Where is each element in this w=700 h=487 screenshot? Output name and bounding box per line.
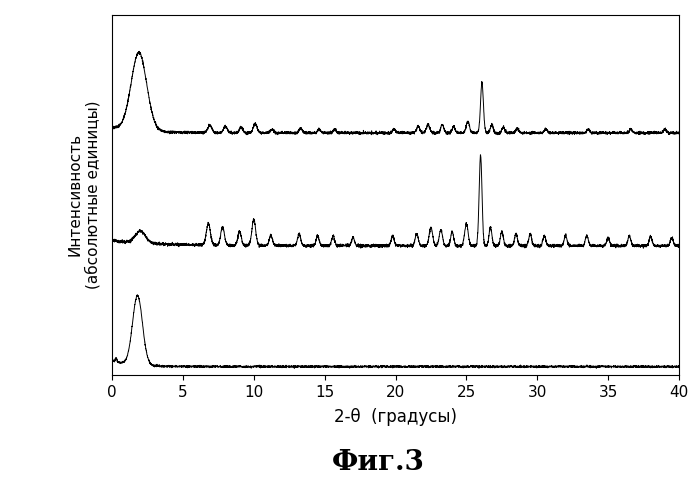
X-axis label: 2-θ  (градусы): 2-θ (градусы) <box>334 408 457 426</box>
Text: Фиг.3: Фиг.3 <box>332 449 424 476</box>
Y-axis label: Интенсивность
(абсолютные единицы): Интенсивность (абсолютные единицы) <box>68 100 101 289</box>
